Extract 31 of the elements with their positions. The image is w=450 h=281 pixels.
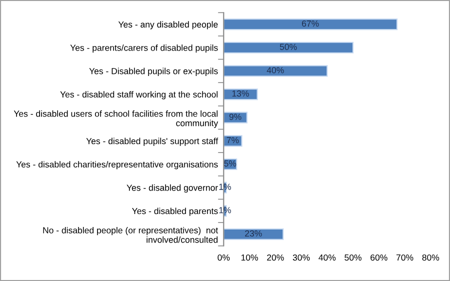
bar — [224, 65, 328, 77]
y-tick-label: Yes - disabled pupils' support staff — [86, 138, 218, 146]
data-label: 40% — [266, 67, 284, 74]
x-tick-label: 70% — [396, 254, 414, 261]
y-tick-label: Yes - disabled governor — [126, 184, 218, 193]
x-tick-label: 10% — [241, 254, 258, 261]
bar — [224, 18, 398, 30]
x-tick-label: 0% — [218, 254, 230, 261]
bar — [224, 228, 284, 240]
x-tick-label: 60% — [370, 254, 388, 261]
data-label: 50% — [280, 44, 297, 50]
bar — [224, 88, 258, 100]
data-label: 67% — [302, 20, 319, 27]
y-tick-label: Yes - any disabled people — [118, 21, 218, 30]
y-tick-label: Yes - disabled parents — [132, 208, 218, 216]
x-tick-label: 50% — [344, 254, 362, 261]
data-label: 13% — [232, 90, 249, 97]
bar — [224, 42, 354, 54]
y-tick-label: Yes - disabled users of school facilities from the local community — [14, 110, 218, 128]
y-tick-label: Yes - Disabled pupils or ex-pupils — [89, 68, 218, 76]
x-tick-label: 40% — [318, 254, 336, 261]
y-tick-label: Yes - parents/carers of disabled pupils — [70, 44, 218, 53]
data-label: 23% — [245, 230, 262, 237]
data-label: 9% — [229, 114, 242, 120]
x-tick-label: 20% — [267, 254, 284, 261]
x-tick-label: 30% — [292, 254, 310, 261]
x-tick-label: 80% — [422, 254, 440, 261]
y-tick-label: No - disabled people (or representatives) not involved/consulted — [43, 226, 218, 243]
data-label: 7% — [226, 137, 239, 144]
y-tick-label: Yes - disabled staff working at the school — [60, 91, 218, 100]
y-tick-label: Yes - disabled charities/representative organisations — [16, 161, 218, 170]
